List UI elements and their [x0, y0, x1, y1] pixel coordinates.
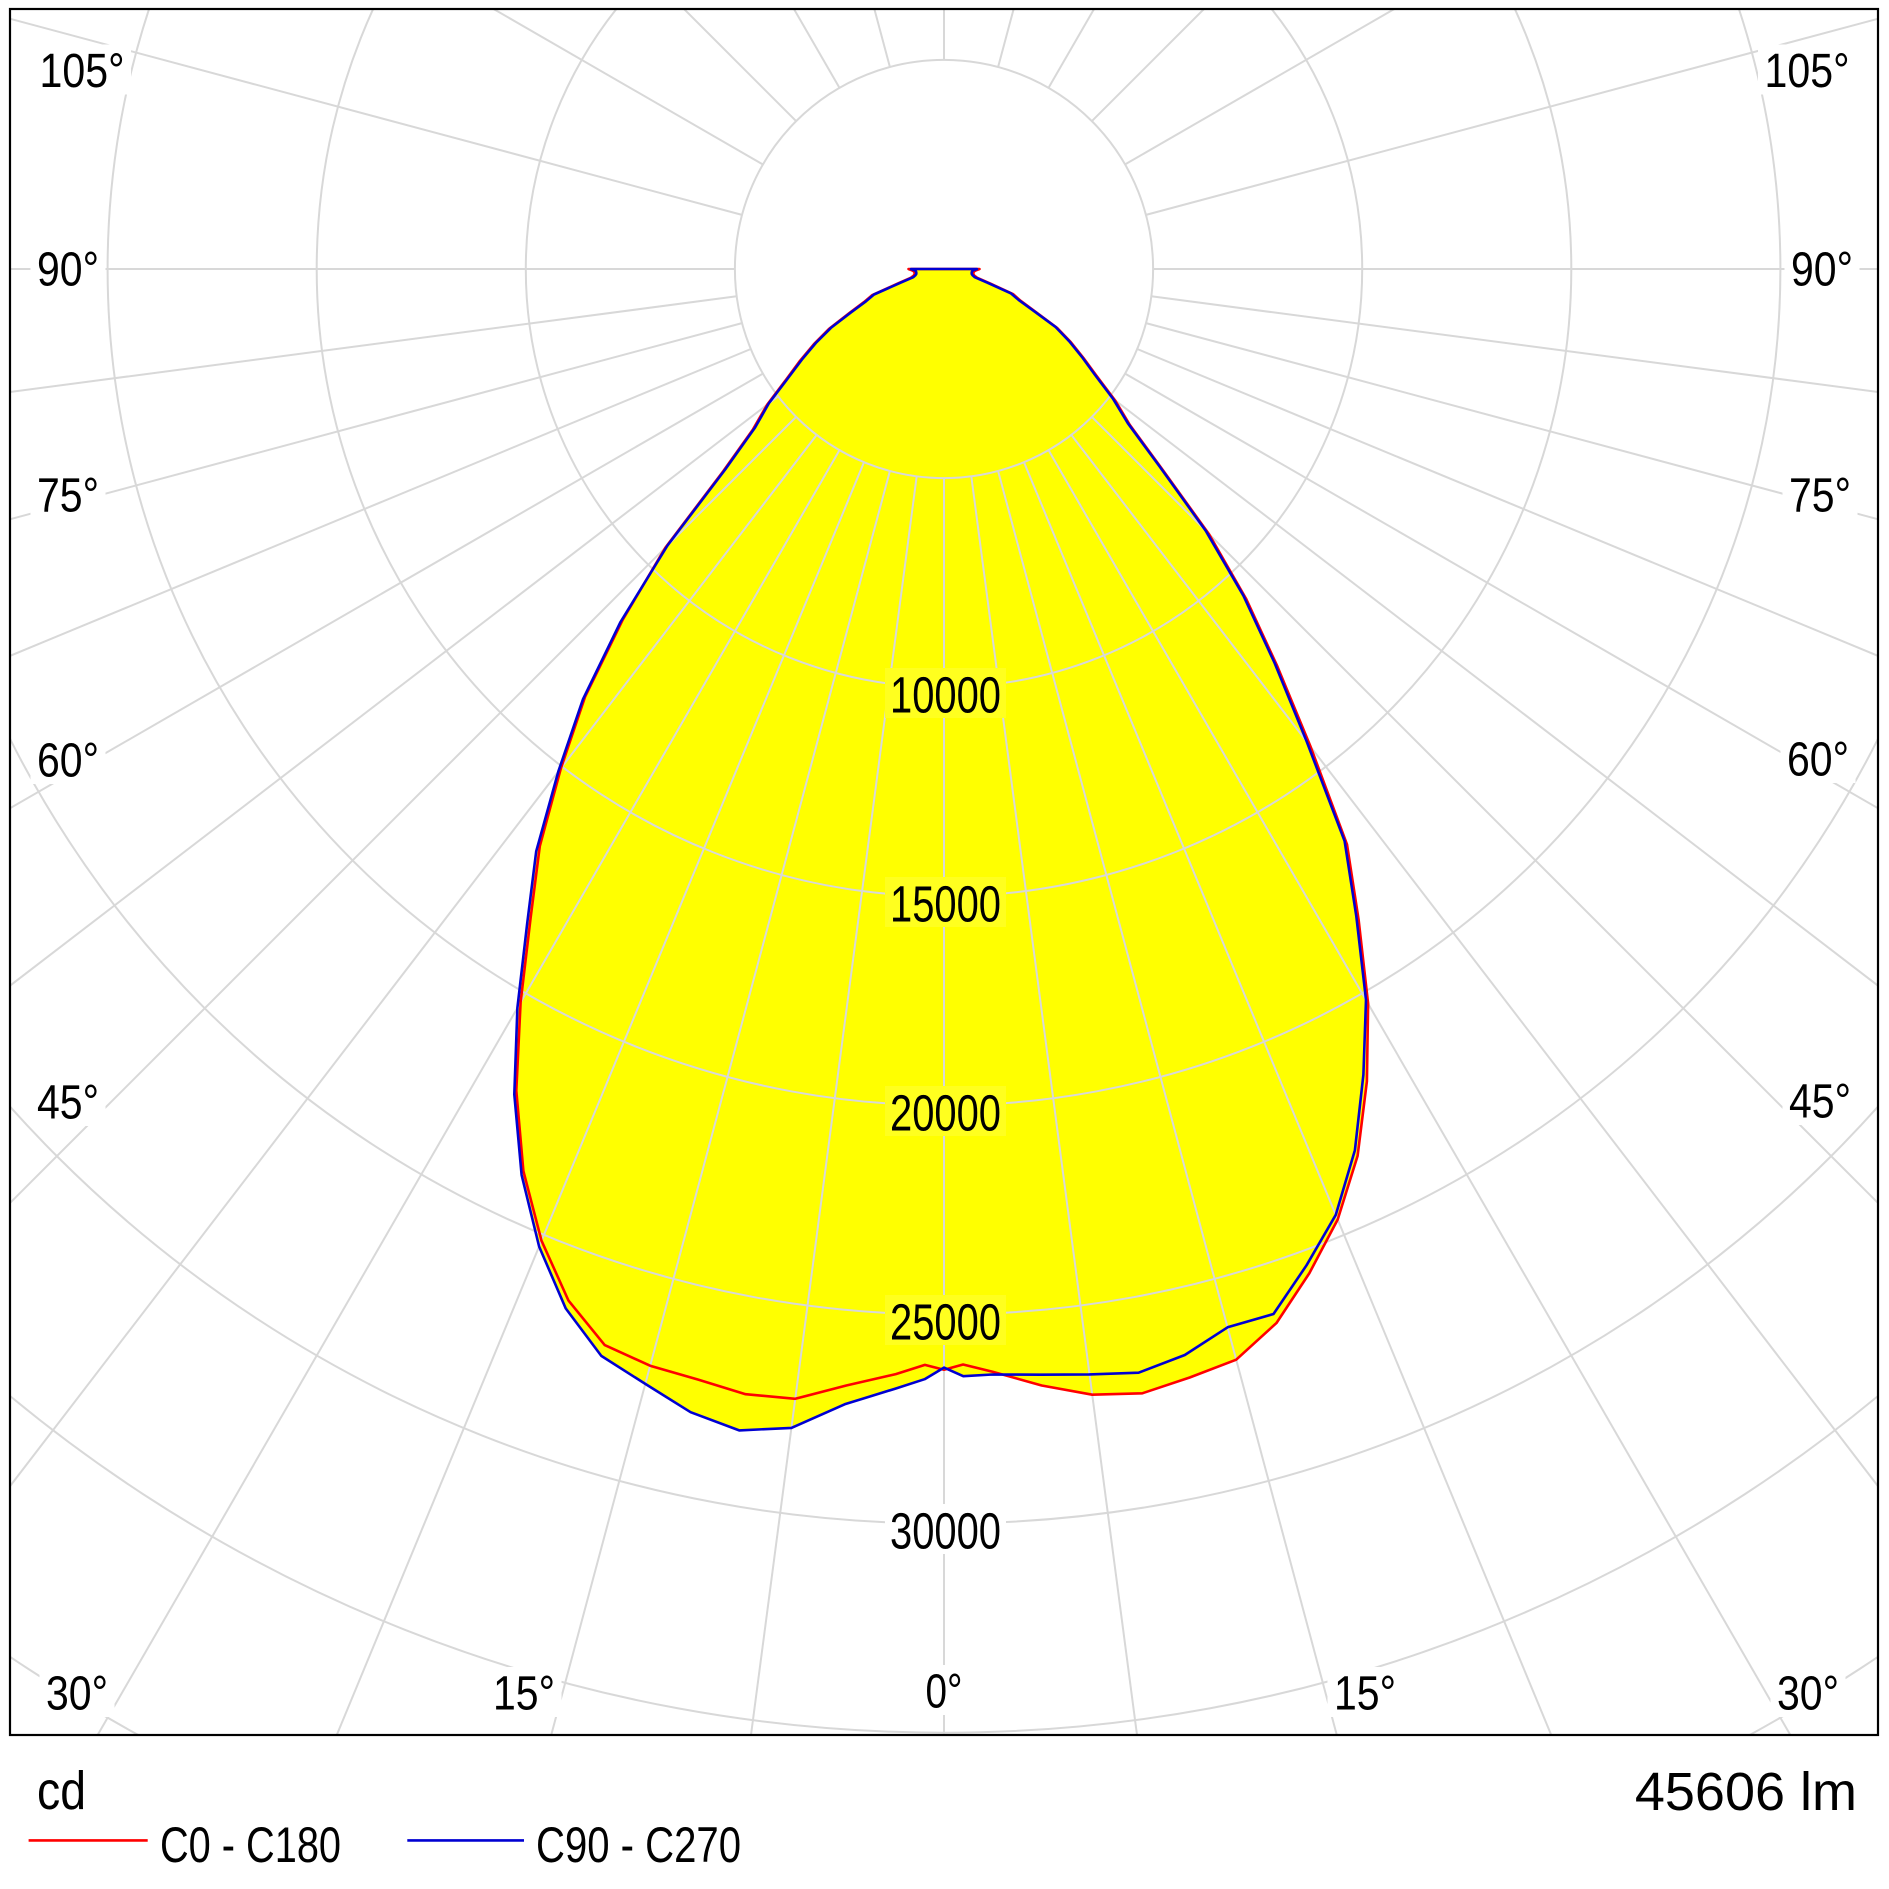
svg-text:15000: 15000	[890, 876, 1001, 933]
svg-text:20000: 20000	[890, 1085, 1001, 1142]
svg-text:10000: 10000	[890, 667, 1001, 724]
svg-text:C0 - C180: C0 - C180	[160, 1817, 341, 1873]
svg-text:105°: 105°	[40, 45, 125, 98]
svg-text:15°: 15°	[1334, 1667, 1396, 1720]
svg-text:60°: 60°	[1787, 733, 1849, 786]
svg-text:30000: 30000	[890, 1503, 1001, 1560]
svg-text:15°: 15°	[493, 1667, 555, 1720]
svg-text:60°: 60°	[37, 734, 99, 787]
svg-text:105°: 105°	[1765, 45, 1850, 98]
svg-text:75°: 75°	[37, 469, 99, 522]
svg-text:45606 lm: 45606 lm	[1635, 1762, 1857, 1822]
svg-text:30°: 30°	[1777, 1667, 1839, 1720]
svg-text:45°: 45°	[1789, 1075, 1851, 1128]
svg-text:30°: 30°	[46, 1667, 108, 1720]
svg-text:90°: 90°	[37, 243, 99, 296]
svg-text:45°: 45°	[37, 1076, 99, 1129]
svg-text:75°: 75°	[1789, 469, 1851, 522]
svg-text:C90 - C270: C90 - C270	[536, 1817, 741, 1873]
svg-text:90°: 90°	[1791, 243, 1853, 296]
svg-text:0°: 0°	[926, 1665, 963, 1718]
svg-text:25000: 25000	[890, 1294, 1001, 1351]
svg-text:cd: cd	[37, 1761, 86, 1821]
